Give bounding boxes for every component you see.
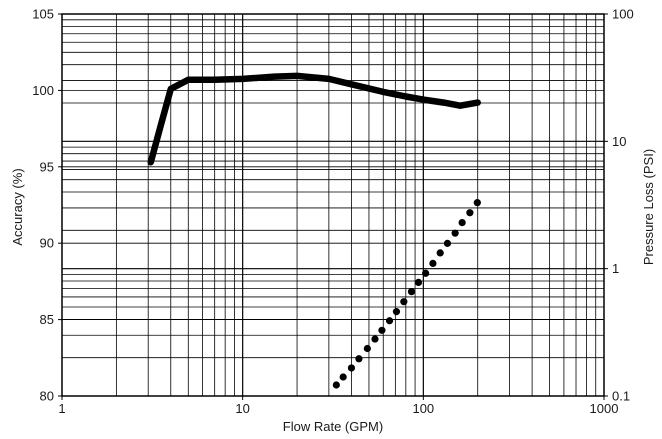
y-right-tick-label: 1 xyxy=(612,261,619,276)
series xyxy=(147,72,481,389)
pressure-loss-point xyxy=(429,259,437,267)
y-right-tick-label: 10 xyxy=(612,134,626,149)
pressure-loss-point xyxy=(466,209,474,217)
x-tick-label: 1 xyxy=(58,401,65,416)
grid xyxy=(62,14,604,396)
pressure-loss-point xyxy=(347,364,356,372)
axis-titles: Flow Rate (GPM) Accuracy (%) Pressure Lo… xyxy=(10,149,656,434)
y-right-tick-label: 100 xyxy=(612,7,634,22)
pressure-loss-point xyxy=(414,278,423,287)
y-right-axis-title: Pressure Loss (PSI) xyxy=(641,149,656,265)
pressure-loss-point xyxy=(332,381,340,389)
pressure-loss-point xyxy=(371,335,379,343)
x-tick-label: 10 xyxy=(235,401,249,416)
y-left-tick-label: 85 xyxy=(40,312,54,327)
x-axis-title: Flow Rate (GPM) xyxy=(283,419,383,434)
y-left-tick-label: 90 xyxy=(40,236,54,251)
pressure-loss-point xyxy=(458,219,466,227)
pressure-loss-point xyxy=(473,199,481,207)
pressure-loss-point xyxy=(443,239,452,247)
pressure-loss-point xyxy=(339,373,347,381)
y-left-tick-label: 100 xyxy=(32,83,54,98)
plot-frame xyxy=(61,13,605,397)
x-tick-label: 1000 xyxy=(590,401,619,416)
tick-labels: 1 10 100 1000 80 85 90 95 100 105 0.1 1 10 100 xyxy=(32,7,633,417)
y-left-tick-label: 95 xyxy=(40,159,54,174)
x-tick-label: 100 xyxy=(412,401,434,416)
accuracy-line xyxy=(147,72,481,166)
pressure-loss-point xyxy=(422,269,430,277)
pressure-loss-point xyxy=(355,355,363,363)
pressure-loss-point xyxy=(407,288,416,296)
y-left-tick-label: 105 xyxy=(32,7,54,22)
pressure-loss-point xyxy=(436,249,444,257)
pressure-loss-point xyxy=(400,298,408,306)
pressure-loss-point xyxy=(363,344,371,353)
pressure-loss-point xyxy=(392,308,401,316)
y-left-axis-title: Accuracy (%) xyxy=(10,168,25,245)
y-left-tick-label: 80 xyxy=(40,389,54,404)
pressure-loss-point xyxy=(451,229,459,237)
pressure-loss-point xyxy=(378,326,386,334)
pressure-loss-point xyxy=(385,317,394,325)
y-right-tick-label: 0.1 xyxy=(612,389,630,404)
